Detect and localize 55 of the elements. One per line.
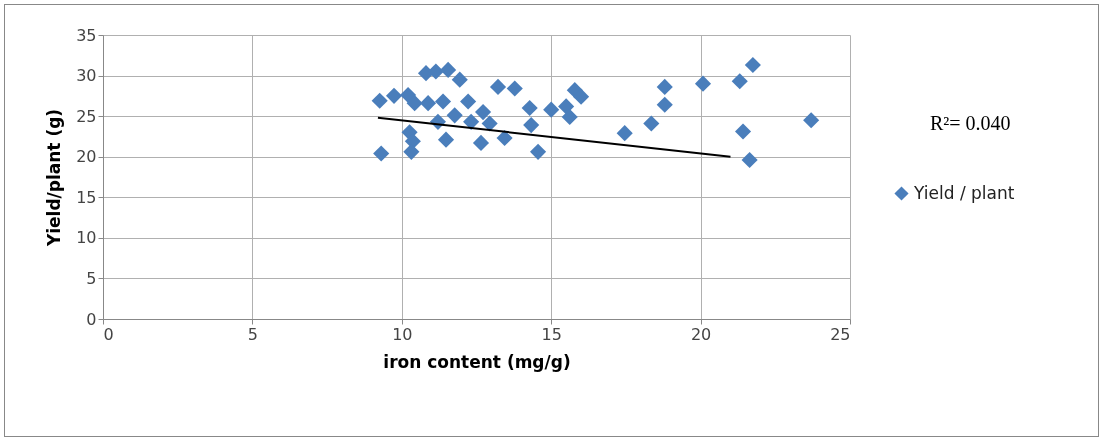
point — [741, 151, 758, 169]
point — [561, 108, 578, 126]
point — [496, 129, 513, 147]
point — [523, 117, 540, 134]
point — [744, 56, 761, 74]
point — [521, 99, 538, 117]
point — [734, 123, 752, 140]
x-axis-title: iron content (mg/g) — [383, 351, 571, 372]
y-tick-label: 0 — [86, 309, 97, 329]
x-tick-label: 25 — [830, 324, 851, 344]
point — [463, 113, 480, 130]
y-tick-label: 20 — [76, 147, 97, 167]
point — [481, 115, 498, 132]
y-tick-label: 35 — [76, 25, 97, 45]
point — [437, 131, 455, 148]
point — [489, 78, 507, 95]
y-tick-label: 15 — [76, 187, 97, 207]
y-tick-label: 5 — [86, 268, 97, 288]
point — [400, 86, 417, 104]
point — [472, 134, 490, 151]
point — [371, 92, 388, 109]
point — [643, 115, 660, 132]
x-tick-label: 15 — [541, 324, 562, 344]
x-tick-label: 0 — [103, 324, 114, 344]
point — [403, 143, 420, 160]
point — [573, 88, 590, 105]
x-tick-label: 10 — [392, 324, 413, 344]
point — [460, 93, 477, 110]
point — [420, 95, 437, 112]
point — [656, 78, 673, 95]
point — [656, 96, 673, 113]
x-tick-label: 20 — [690, 324, 712, 344]
point — [446, 107, 463, 124]
point — [731, 73, 748, 90]
y-tick-label: 25 — [76, 106, 97, 126]
point — [543, 101, 560, 118]
x-tick-label: 5 — [247, 324, 258, 344]
point — [451, 71, 468, 88]
point — [385, 87, 403, 104]
legend-label: Yield / plant — [913, 182, 1015, 203]
point — [506, 80, 523, 97]
point — [694, 75, 712, 92]
point — [529, 143, 547, 160]
point — [558, 98, 575, 115]
point — [440, 61, 457, 78]
point — [475, 104, 492, 121]
point — [803, 112, 820, 129]
point — [406, 95, 423, 112]
point — [434, 93, 452, 110]
y-tick-label: 10 — [76, 228, 97, 248]
point — [616, 125, 633, 142]
y-tick-label: 30 — [76, 66, 97, 86]
point — [373, 145, 390, 162]
y-axis-title: Yield/plant (g) — [44, 108, 65, 248]
text: R²= 0.040 — [930, 112, 1011, 135]
